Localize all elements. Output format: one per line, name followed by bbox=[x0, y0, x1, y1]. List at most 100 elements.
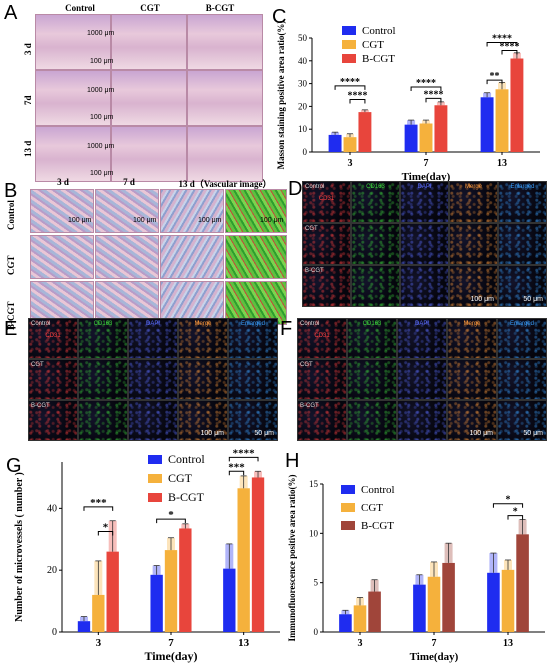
x-axis-label: Time(day) bbox=[402, 171, 451, 183]
legend-swatch bbox=[148, 474, 162, 483]
legend-swatch bbox=[342, 26, 356, 35]
fluorescence-row-label: Control bbox=[300, 321, 320, 327]
x-axis-label: Time(day) bbox=[144, 649, 197, 663]
legend-label: Control bbox=[168, 452, 205, 466]
fluorescence-speckles bbox=[303, 182, 350, 222]
fluorescence-image: CGT bbox=[28, 359, 78, 400]
fluorescence-image bbox=[78, 400, 128, 441]
scale-bar-label: 100 μm bbox=[90, 58, 114, 65]
channel-label: CD31 bbox=[318, 196, 335, 202]
fluorescence-speckles bbox=[398, 360, 446, 399]
y-tick-label: 0 bbox=[314, 627, 319, 637]
fluorescence-row-label: B-CGT bbox=[300, 403, 319, 409]
fluorescence-speckles bbox=[303, 266, 350, 306]
fluorescence-speckles bbox=[298, 401, 346, 440]
fluorescence-image bbox=[78, 359, 128, 400]
bar bbox=[164, 550, 178, 632]
bar bbox=[413, 584, 426, 632]
fluorescence-speckles bbox=[401, 182, 448, 222]
fluorescence-image bbox=[449, 223, 498, 265]
significance-label: * bbox=[168, 509, 174, 521]
fluorescence-speckles bbox=[348, 360, 396, 399]
bar bbox=[328, 134, 342, 152]
fluorescence-speckles bbox=[79, 319, 127, 358]
significance-bracket bbox=[507, 515, 524, 520]
masson-image bbox=[160, 189, 224, 233]
channel-label: CD31 bbox=[314, 333, 330, 339]
significance-label: **** bbox=[499, 42, 519, 53]
bar bbox=[427, 576, 441, 632]
fluorescence-image: DAPI bbox=[400, 181, 449, 223]
fluorescence-speckles bbox=[298, 319, 346, 358]
fluorescence-speckles bbox=[352, 224, 399, 264]
fluorescence-speckles bbox=[448, 401, 496, 440]
legend-label: B-CGT bbox=[362, 53, 395, 65]
bar bbox=[343, 137, 357, 152]
fluorescence-speckles bbox=[303, 224, 350, 264]
x-tick-label: 3 bbox=[358, 638, 363, 649]
histology-image bbox=[111, 126, 187, 182]
histology-image bbox=[187, 14, 263, 70]
fluorescence-image bbox=[347, 400, 397, 441]
legend-swatch bbox=[341, 485, 355, 494]
masson-image bbox=[95, 189, 159, 233]
fluorescence-image: Merge bbox=[447, 318, 497, 359]
x-tick-label: 7 bbox=[424, 158, 429, 169]
y-tick-label: 0 bbox=[303, 147, 308, 157]
bar bbox=[339, 614, 352, 632]
fluorescence-speckles bbox=[229, 319, 277, 358]
fluorescence-speckles bbox=[352, 266, 399, 306]
channel-label: Merge bbox=[464, 184, 483, 190]
channel-label: Enlarged bbox=[240, 321, 266, 327]
significance-label: * bbox=[506, 495, 511, 506]
fluorescence-speckles bbox=[29, 360, 77, 399]
panel-f-letter: F bbox=[280, 318, 293, 340]
fluorescence-image bbox=[128, 359, 178, 400]
legend-label: Control bbox=[361, 484, 395, 496]
masson-image bbox=[160, 281, 224, 325]
fluorescence-row-label: B-CGT bbox=[305, 268, 324, 274]
legend-label: CGT bbox=[362, 39, 384, 51]
masson-image bbox=[30, 281, 94, 325]
fluorescence-speckles bbox=[498, 319, 546, 358]
bar bbox=[434, 105, 448, 152]
fluorescence-image: Enlarged bbox=[497, 318, 547, 359]
bar bbox=[179, 528, 192, 632]
channel-label: CD163 bbox=[366, 184, 385, 190]
panel-a-row-7d: 7d bbox=[23, 95, 33, 105]
fluorescence-image: Enlarged bbox=[498, 181, 547, 223]
fluorescence-image: Control CD31 bbox=[302, 181, 351, 223]
bar bbox=[92, 594, 105, 632]
bar bbox=[404, 124, 418, 152]
bar bbox=[442, 562, 455, 632]
fluorescence-image bbox=[400, 223, 449, 265]
scale-bar-label: 1000 μm bbox=[87, 87, 115, 94]
fluorescence-speckles bbox=[499, 182, 546, 222]
panel-g-letter: G bbox=[6, 455, 22, 477]
fluorescence-image bbox=[400, 265, 449, 307]
significance-bracket bbox=[501, 50, 518, 55]
significance-bracket bbox=[492, 503, 524, 508]
legend-swatch bbox=[342, 40, 356, 49]
fluorescence-speckles bbox=[229, 360, 277, 399]
fluorescence-image: CD163 bbox=[351, 181, 400, 223]
vascular-image bbox=[225, 189, 287, 233]
fluorescence-speckles bbox=[29, 401, 77, 440]
bar bbox=[516, 534, 529, 632]
fluorescence-speckles bbox=[448, 360, 496, 399]
fluorescence-image bbox=[347, 359, 397, 400]
fluorescence-speckles bbox=[179, 401, 227, 440]
bar bbox=[106, 551, 119, 632]
fluorescence-image: Enlarged bbox=[228, 318, 278, 359]
y-tick-label: 40 bbox=[298, 56, 308, 66]
panel-b-letter: B bbox=[4, 180, 18, 202]
fluorescence-speckles bbox=[450, 224, 497, 264]
y-tick-label: 20 bbox=[47, 565, 57, 576]
y-tick-label: 30 bbox=[298, 79, 308, 89]
fluorescence-image: Control CD31 bbox=[297, 318, 347, 359]
bar bbox=[223, 568, 236, 632]
fluorescence-row-label: CGT bbox=[305, 226, 318, 232]
panel-a-row-3d: 3 d bbox=[23, 43, 33, 55]
